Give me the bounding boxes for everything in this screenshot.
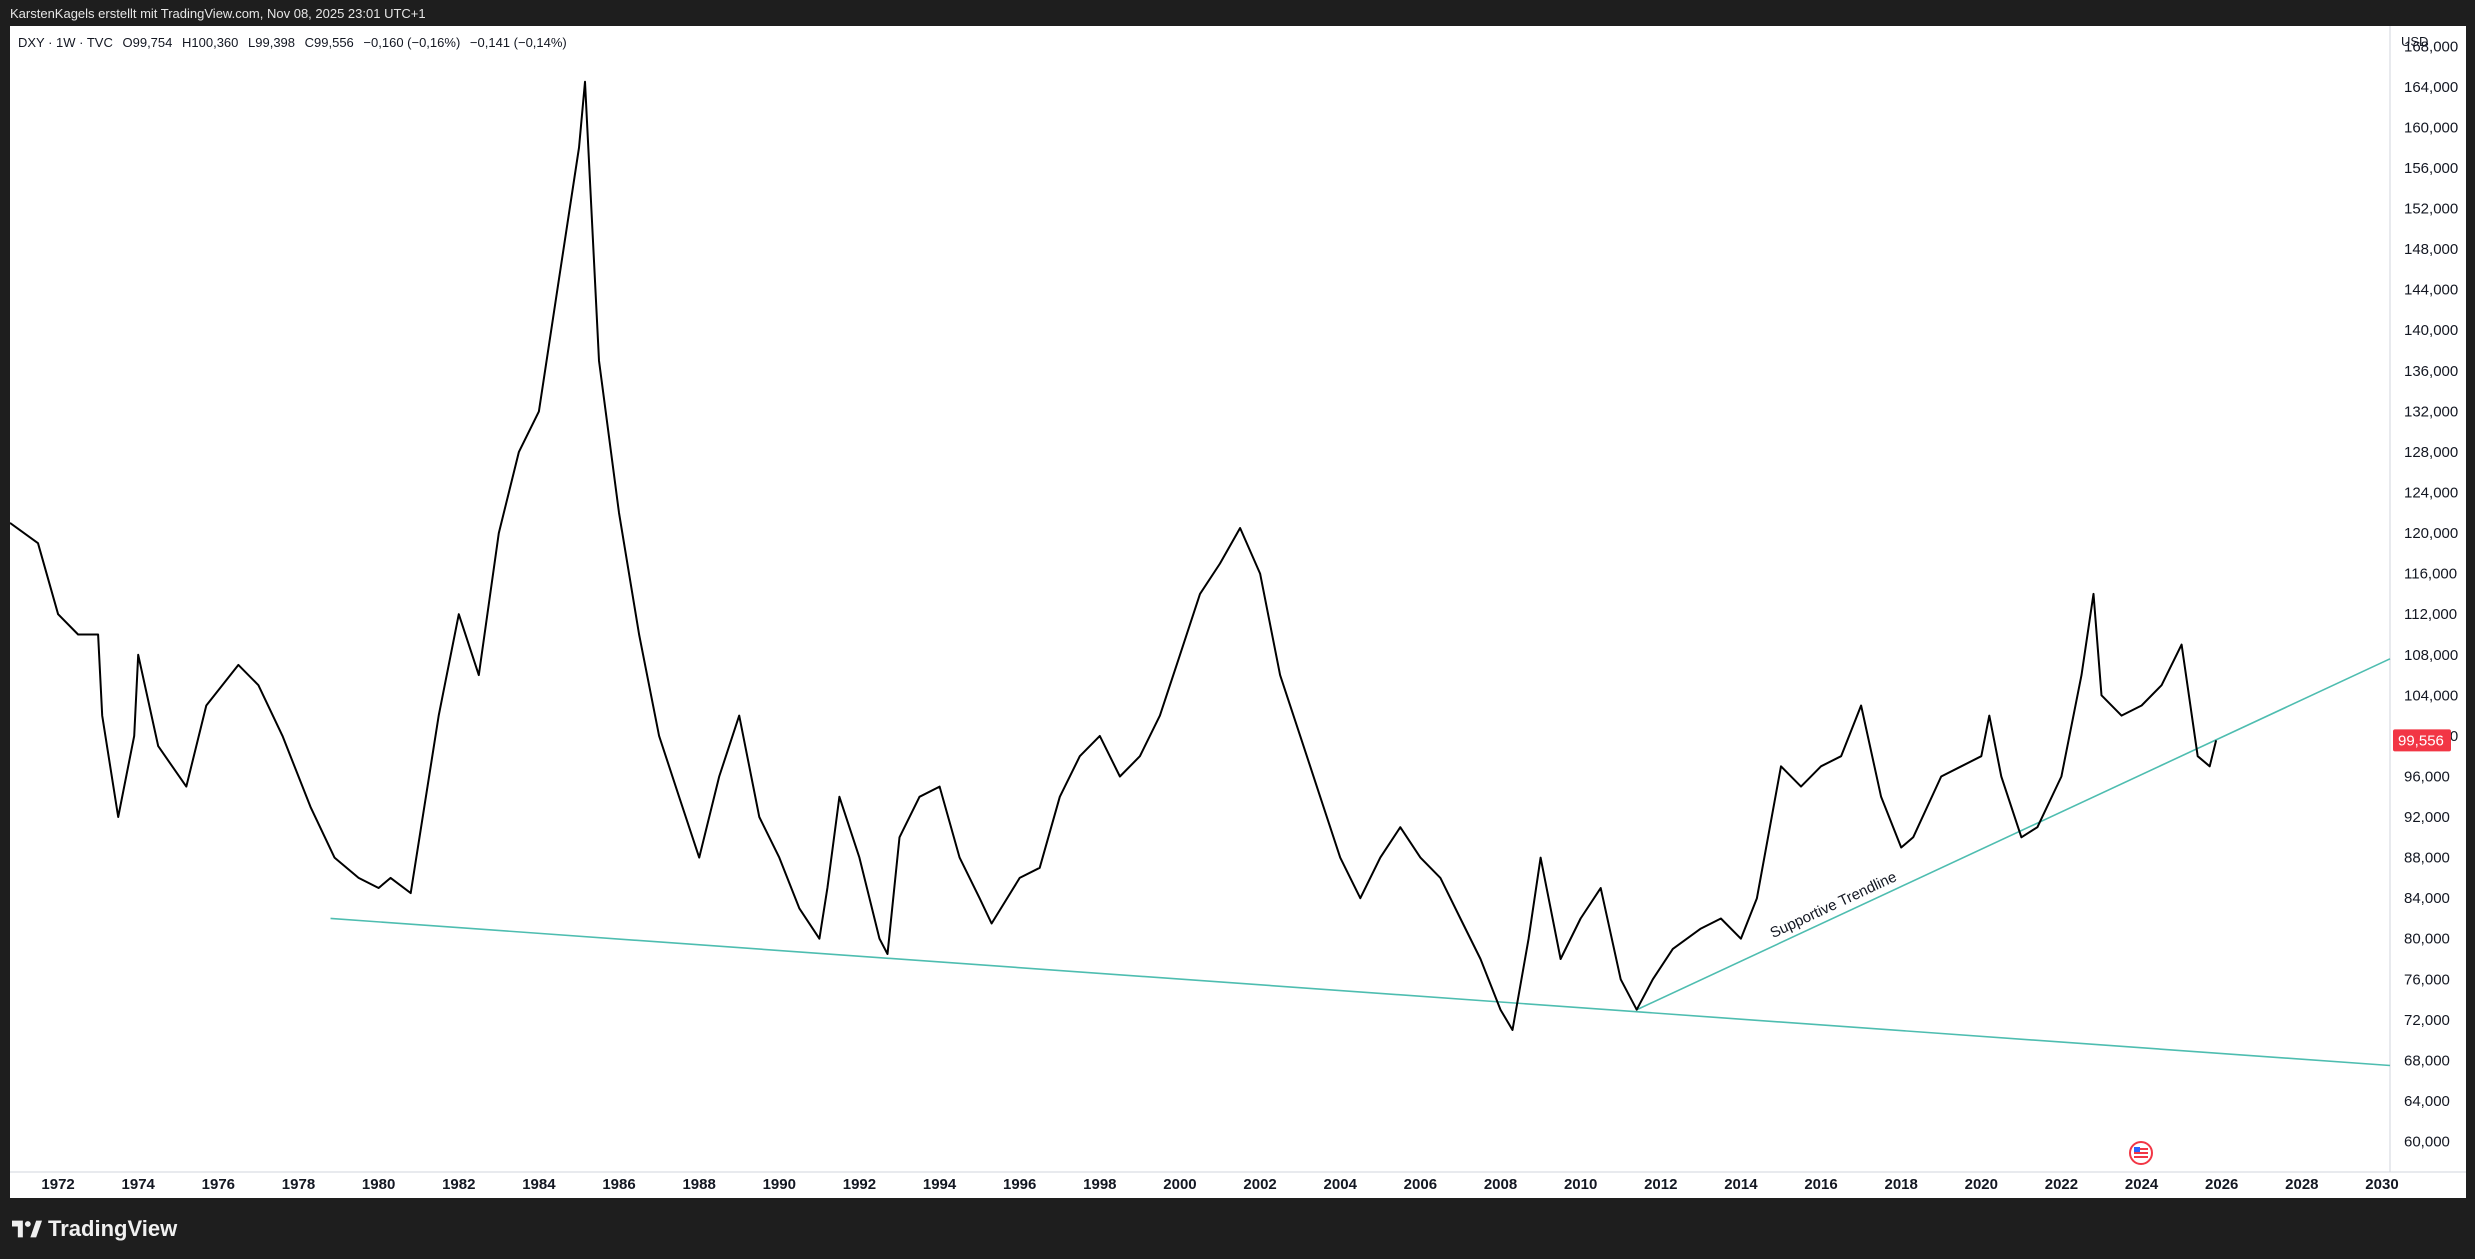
price-tick-label: 128,000 xyxy=(2404,444,2458,461)
legend-open: O99,754 xyxy=(122,35,173,50)
price-tick-label: 168,000 xyxy=(2404,38,2458,55)
tradingview-logo[interactable]: TradingView xyxy=(12,1216,177,1242)
time-tick-label: 2012 xyxy=(1644,1176,1677,1193)
price-tick-label: 164,000 xyxy=(2404,79,2458,96)
time-tick-label: 2018 xyxy=(1884,1176,1917,1193)
last-price-label: 99,556 xyxy=(2398,732,2444,749)
time-tick-label: 2010 xyxy=(1564,1176,1597,1193)
time-tick-label: 2026 xyxy=(2205,1176,2238,1193)
price-tick-label: 136,000 xyxy=(2404,363,2458,380)
time-tick-label: 2028 xyxy=(2285,1176,2318,1193)
time-tick-label: 2030 xyxy=(2365,1176,2398,1193)
bottom-bar: TradingView xyxy=(0,1198,2475,1259)
chart-canvas[interactable]: 60,000 64,000 68,000 72,000 76,000 80,000 84,0… xyxy=(10,26,2466,1198)
time-tick-label: 1980 xyxy=(362,1176,395,1193)
chart-pane[interactable]: 60,000 64,000 68,000 72,000 76,000 80,000 84,0… xyxy=(10,26,2466,1198)
supportive-trendline-label: Supportive Trendline xyxy=(1767,868,1899,942)
time-tick-label: 1972 xyxy=(41,1176,74,1193)
time-tick-label: 1994 xyxy=(923,1176,957,1193)
legend-close: C99,556 xyxy=(304,35,354,50)
time-tick-label: 2000 xyxy=(1163,1176,1196,1193)
price-tick-label: 84,000 xyxy=(2404,890,2450,907)
price-tick-label: 148,000 xyxy=(2404,241,2458,258)
supportive-trendline[interactable] xyxy=(1636,658,2391,1011)
time-tick-label: 1986 xyxy=(602,1176,635,1193)
price-tick-label: 152,000 xyxy=(2404,201,2458,218)
time-tick-label: 2002 xyxy=(1243,1176,1276,1193)
legend-symbol[interactable]: DXY · 1W · TVC xyxy=(18,35,113,50)
time-tick-label: 2020 xyxy=(1965,1176,1998,1193)
price-tick-label: 124,000 xyxy=(2404,485,2458,502)
time-tick-label: 2016 xyxy=(1804,1176,1837,1193)
legend-change-alt: −0,141 (−0,14%) xyxy=(469,35,567,50)
time-tick-label: 1996 xyxy=(1003,1176,1036,1193)
time-tick-label: 2006 xyxy=(1404,1176,1437,1193)
time-axis[interactable]: 1972 1974 1976 1978 1980 1982 1984 1986 1988 1990… xyxy=(41,1176,2398,1193)
price-tick-label: 116,000 xyxy=(2404,566,2457,583)
time-tick-label: 1978 xyxy=(282,1176,315,1193)
price-tick-label: 108,000 xyxy=(2404,647,2458,664)
price-axis-bg[interactable] xyxy=(2390,26,2466,1172)
tradingview-brand-text: TradingView xyxy=(48,1216,178,1241)
legend-change: −0,160 (−0,16%) xyxy=(363,35,461,50)
price-tick-label: 92,000 xyxy=(2404,809,2450,826)
time-tick-label: 1998 xyxy=(1083,1176,1116,1193)
time-tick-label: 2004 xyxy=(1324,1176,1358,1193)
long-term-trendline[interactable] xyxy=(330,917,2391,1067)
price-tick-label: 156,000 xyxy=(2404,160,2458,177)
symbol-legend[interactable]: DXY · 1W · TVC O99,754 H100,360 L99,398 … xyxy=(18,35,573,50)
price-tick-label: 120,000 xyxy=(2404,525,2458,542)
time-tick-label: 2024 xyxy=(2125,1176,2159,1193)
time-tick-label: 1974 xyxy=(122,1176,156,1193)
price-tick-label: 96,000 xyxy=(2404,768,2450,785)
price-tick-label: 72,000 xyxy=(2404,1012,2450,1029)
last-price-badge xyxy=(2393,729,2451,752)
time-tick-label: 2014 xyxy=(1724,1176,1758,1193)
time-tick-label: 1992 xyxy=(843,1176,876,1193)
last-price-marker: 99,556 xyxy=(2393,729,2451,752)
price-tick-label: 80,000 xyxy=(2404,931,2450,948)
price-tick-label: 132,000 xyxy=(2404,403,2458,420)
trendline-group[interactable] xyxy=(330,658,2391,1067)
price-tick-label: 60,000 xyxy=(2404,1134,2450,1151)
price-tick-label: 76,000 xyxy=(2404,971,2450,988)
currency-label[interactable]: USD xyxy=(2401,34,2429,49)
price-tick-label: 140,000 xyxy=(2404,322,2458,339)
us-flag-icon[interactable] xyxy=(2129,1141,2153,1165)
price-axis[interactable]: 60,000 64,000 68,000 72,000 76,000 80,000 84,0… xyxy=(2404,38,2458,1150)
tradingview-logo-icon xyxy=(12,1220,42,1238)
time-tick-label: 2022 xyxy=(2045,1176,2078,1193)
price-series-line xyxy=(10,80,2218,1031)
price-tick-label: 144,000 xyxy=(2404,282,2458,299)
price-tick-label: 112,000 xyxy=(2404,606,2457,623)
time-tick-label: 1988 xyxy=(682,1176,715,1193)
time-tick-label: 2008 xyxy=(1484,1176,1517,1193)
price-tick-label: 88,000 xyxy=(2404,850,2450,867)
time-tick-label: 1982 xyxy=(442,1176,475,1193)
time-tick-label: 1976 xyxy=(202,1176,235,1193)
author-credit: KarstenKagels erstellt mit TradingView.c… xyxy=(10,6,426,21)
price-tick-label: 64,000 xyxy=(2404,1093,2450,1110)
price-tick-label: 160,000 xyxy=(2404,119,2458,136)
price-tick-label: 104,000 xyxy=(2404,687,2458,704)
top-bar: KarstenKagels erstellt mit TradingView.c… xyxy=(0,0,2475,26)
legend-high: H100,360 xyxy=(182,35,239,50)
time-tick-label: 1990 xyxy=(763,1176,796,1193)
legend-low: L99,398 xyxy=(248,35,296,50)
time-tick-label: 1984 xyxy=(522,1176,556,1193)
price-tick-label: 68,000 xyxy=(2404,1052,2450,1069)
